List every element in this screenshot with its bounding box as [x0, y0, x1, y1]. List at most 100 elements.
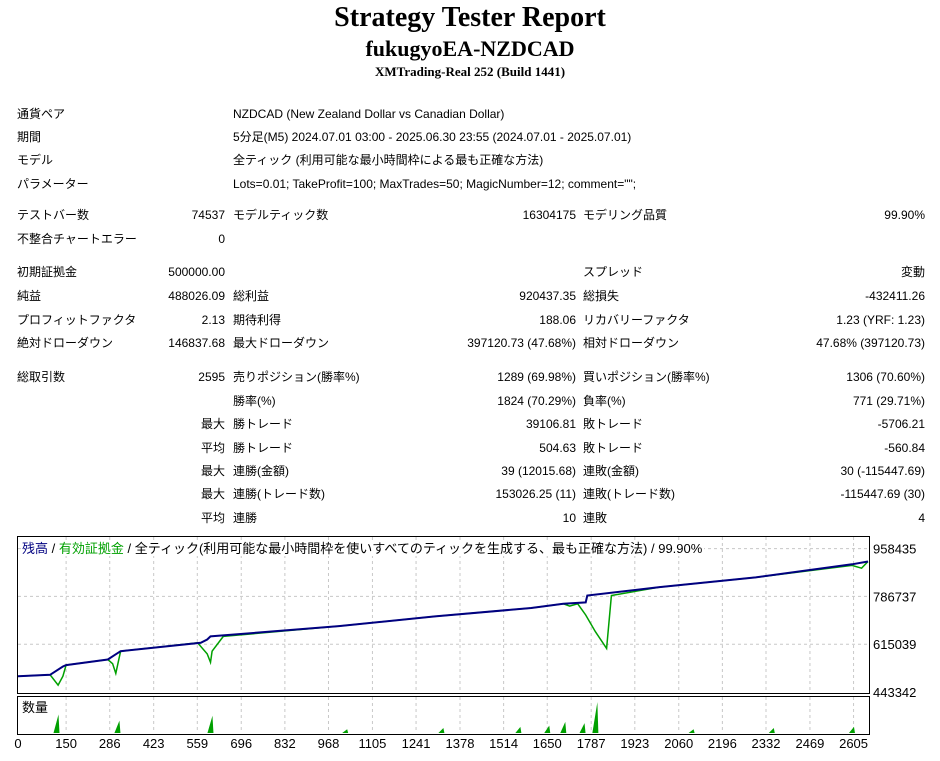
volume-bar: [207, 715, 214, 733]
stat-label-spread: スプレッド: [583, 265, 644, 279]
stat-prefix-max-3: 最大: [200, 487, 225, 501]
stat-value-largest-win: 39106.81: [525, 417, 576, 431]
stat-value-avg-loss: -560.84: [884, 441, 925, 455]
stat-value-ticks: 16304175: [522, 208, 576, 222]
stat-value-avg-cons-wins: 10: [562, 511, 576, 525]
x-tick-label: 2332: [752, 736, 781, 751]
volume-bar: [592, 702, 599, 733]
stat-prefix-avg-2: 平均: [200, 511, 225, 525]
stat-label-loss-pct: 負率(%): [583, 394, 626, 408]
x-tick-label: 1378: [446, 736, 475, 751]
stat-label-net: 純益: [17, 289, 42, 303]
stat-label-avg-cons-losses: 連敗: [583, 511, 608, 525]
volume-bar: [544, 725, 551, 733]
stat-value-win-pct: 1824 (70.29%): [497, 394, 576, 408]
stat-label-bars: テストバー数: [17, 208, 90, 222]
info-value-model: 全ティック (利用可能な最小時間枠による最も正確な方法): [233, 153, 544, 167]
stat-value-spread: 変動: [900, 265, 925, 279]
report-subtitle: fukugyoEA-NZDCAD: [365, 36, 575, 61]
legend-equity: 有効証拠金: [58, 541, 124, 556]
stat-prefix-max-2: 最大: [200, 464, 225, 478]
x-tick-label: 423: [143, 736, 165, 751]
info-label-period: 期間: [17, 130, 42, 144]
stat-label-max-cons-loss: 連敗(トレード数): [583, 487, 675, 501]
stat-label-max-cons-losses: 連敗(金額): [583, 464, 639, 478]
volume-bar: [438, 728, 445, 733]
x-tick-label: 1514: [489, 736, 518, 751]
stat-value-gross-loss: -432411.26: [865, 289, 925, 303]
stat-label-largest-loss: 敗トレード: [583, 417, 644, 431]
volume-bar: [768, 728, 775, 733]
info-label-pair: 通貨ペア: [17, 107, 66, 121]
stat-label-max-drawdown: 最大ドローダウン: [233, 336, 330, 350]
legend-separator-2: /: [123, 541, 135, 556]
x-tick-label: 559: [186, 736, 208, 751]
stat-label-ticks: モデルティック数: [233, 208, 329, 222]
stat-label-trades: 総取引数: [17, 370, 66, 384]
volume-bar: [848, 726, 855, 733]
info-value-pair: NZDCAD (New Zealand Dollar vs Canadian D…: [233, 107, 505, 121]
stat-label-max-cons-profit: 連勝(トレード数): [233, 487, 325, 501]
volume-bar: [342, 729, 349, 733]
info-value-parameters: Lots=0.01; TakeProfit=100; MaxTrades=50;…: [233, 177, 637, 191]
x-tick-label: 150: [55, 736, 77, 751]
stat-label-expected-payoff: 期待利得: [233, 313, 282, 327]
stat-value-errors: 0: [218, 232, 225, 246]
x-tick-label: 1787: [577, 736, 606, 751]
info-value-period: 5分足(M5) 2024.07.01 03:00 - 2025.06.30 23…: [233, 130, 632, 144]
stat-value-bars: 74537: [191, 208, 225, 222]
stat-value-short: 1289 (69.98%): [497, 370, 576, 384]
x-tick-label: 286: [99, 736, 121, 751]
stat-value-max-cons-wins: 39 (12015.68): [501, 464, 576, 478]
x-tick-label: 2196: [708, 736, 737, 751]
report-server: XMTrading-Real 252 (Build 1441): [374, 64, 566, 79]
stat-label-deposit: 初期証拠金: [17, 265, 78, 279]
stat-value-max-cons-profit: 153026.25 (11): [495, 487, 576, 501]
stat-value-profit-factor: 2.13: [201, 313, 225, 327]
y-tick-label: 443342: [873, 685, 916, 700]
y-tick-label: 786737: [873, 589, 916, 604]
legend-balance: 残高: [22, 541, 49, 556]
stat-value-avg-win: 504.63: [539, 441, 576, 455]
stat-label-profit-factor: プロフィットファクタ: [17, 313, 137, 327]
x-tick-label: 1241: [402, 736, 431, 751]
stat-label-avg-cons-wins: 連勝: [233, 511, 258, 525]
volume-bar: [688, 729, 695, 733]
stat-label-max-cons-wins: 連勝(金額): [233, 464, 289, 478]
volume-bar: [53, 714, 60, 733]
x-tick-label: 1105: [358, 736, 386, 751]
volume-bar: [114, 720, 121, 733]
stat-label-short: 売りポジション(勝率%): [233, 370, 360, 384]
equity-line: [17, 560, 869, 687]
legend-separator-1: /: [48, 541, 59, 556]
stat-value-trades: 2595: [198, 370, 225, 384]
balance-line: [17, 560, 869, 678]
x-tick-label: 1650: [533, 736, 562, 751]
x-tick-label: 832: [274, 736, 296, 751]
stat-value-quality: 99.90%: [884, 208, 925, 222]
stat-value-max-cons-loss: -115447.69 (30): [840, 487, 925, 501]
legend-description: 全ティック(利用可能な最小時間枠を使いすべてのティックを生成する、最も正確な方法…: [134, 541, 703, 556]
stat-value-rel-drawdown: 47.68% (397120.73): [816, 336, 925, 350]
volume-label: 数量: [22, 700, 49, 715]
stat-label-rel-drawdown: 相対ドローダウン: [583, 336, 680, 350]
report-title: Strategy Tester Report: [334, 2, 606, 33]
x-tick-label: 2469: [795, 736, 824, 751]
stat-label-quality: モデリング品質: [583, 208, 668, 222]
stat-value-net: 488026.09: [168, 289, 225, 303]
stat-label-avg-loss: 敗トレード: [583, 441, 644, 455]
stat-label-errors: 不整合チャートエラー: [17, 232, 137, 246]
volume-bar: [515, 726, 522, 733]
stat-label-largest-win: 勝トレード: [233, 417, 294, 431]
x-tick-label: 696: [230, 736, 252, 751]
x-tick-label: 2060: [664, 736, 693, 751]
stat-label-long: 買いポジション(勝率%): [583, 370, 710, 384]
x-tick-label: 2605: [839, 736, 868, 751]
stat-value-deposit: 500000.00: [168, 265, 225, 279]
chart-legend: 残高 / 有効証拠金 / 全ティック(利用可能な最小時間枠を使いすべてのティック…: [22, 541, 705, 556]
stat-prefix-avg-1: 平均: [200, 441, 225, 455]
y-tick-label: 958435: [873, 542, 916, 557]
info-label-parameters: パラメーター: [17, 177, 89, 191]
stat-value-max-cons-losses: 30 (-115447.69): [840, 464, 925, 478]
